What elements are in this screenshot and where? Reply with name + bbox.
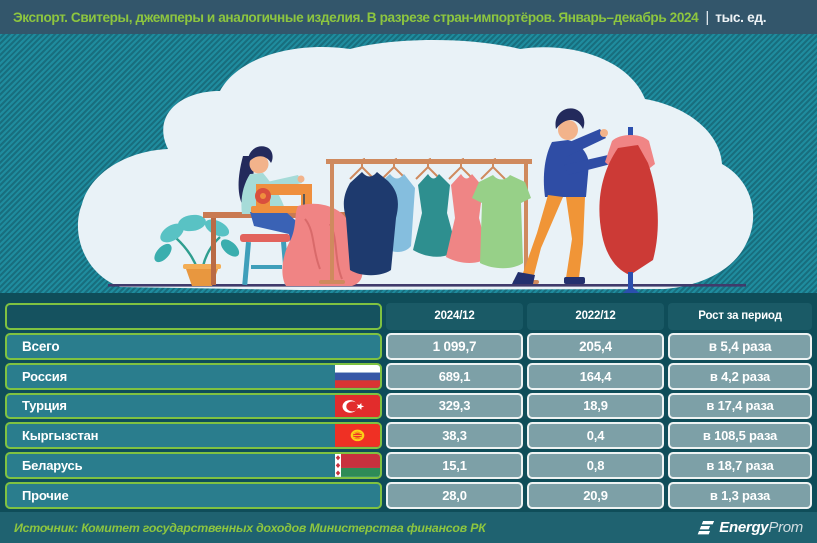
column-header-2024: 2024/12 (386, 303, 523, 330)
flag-turkey-icon (335, 394, 380, 418)
row-label-box: Турция (5, 392, 382, 420)
value-2024: 329,3 (386, 392, 523, 420)
value-2022: 0,8 (527, 452, 664, 480)
value-growth: в 4,2 раза (668, 362, 812, 390)
value-2022: 18,9 (527, 392, 664, 420)
column-header-2022: 2022/12 (527, 303, 664, 330)
row-label-box: Россия (5, 362, 382, 390)
value-growth: в 1,3 раза (668, 482, 812, 509)
value-2022: 205,4 (527, 332, 664, 360)
row-label-box: Всего (5, 332, 382, 360)
value-growth: в 18,7 раза (668, 452, 812, 480)
row-label: Беларусь (22, 458, 83, 474)
value-2022: 164,4 (527, 362, 664, 390)
floor-line (108, 284, 746, 287)
value-2022: 20,9 (527, 482, 664, 509)
data-table: 2024/12 2022/12 Рост за период Всего 1 0… (5, 303, 812, 509)
title-unit: тыс. ед. (715, 9, 767, 25)
illustration-stage (0, 34, 817, 293)
value-growth: в 108,5 раза (668, 422, 812, 450)
value-2024: 689,1 (386, 362, 523, 390)
row-label-box: Кыргызстан (5, 422, 382, 450)
flag-belarus-icon (335, 454, 380, 478)
energyprom-logo: EnergyProm (697, 519, 803, 536)
value-growth: в 5,4 раза (668, 332, 812, 360)
footer-bar: Источник: Комитет государственных доходо… (0, 512, 817, 543)
clothes-rack (319, 158, 539, 284)
teal-dress (413, 174, 457, 257)
green-shirt (472, 175, 531, 269)
value-2024: 38,3 (386, 422, 523, 450)
row-label: Прочие (22, 488, 69, 504)
row-label: Россия (22, 368, 67, 384)
energyprom-logo-icon (697, 520, 715, 534)
mannequin (599, 127, 658, 293)
title-bar: Экспорт. Свитеры, джемперы и аналогичные… (0, 0, 817, 34)
row-label: Кыргызстан (22, 428, 99, 444)
man-figure (512, 108, 616, 284)
page-title: Экспорт. Свитеры, джемперы и аналогичные… (13, 9, 699, 25)
source-note: Источник: Комитет государственных доходо… (14, 520, 486, 535)
cloud-shape (77, 40, 754, 290)
row-label-box: Прочие (5, 482, 382, 509)
navy-dress (343, 172, 398, 276)
flag-icon (335, 335, 380, 358)
value-growth: в 17,4 раза (668, 392, 812, 420)
value-2024: 15,1 (386, 452, 523, 480)
flag-icon (335, 484, 380, 507)
title-separator: | (705, 8, 710, 26)
value-2024: 1 099,7 (386, 332, 523, 360)
value-2022: 0,4 (527, 422, 664, 450)
flag-kyrgyzstan-icon (335, 424, 380, 448)
value-2024: 28,0 (386, 482, 523, 509)
column-header-growth: Рост за период (668, 303, 812, 330)
energyprom-logo-text: EnergyProm (719, 519, 803, 536)
table-panel: 2024/12 2022/12 Рост за период Всего 1 0… (0, 293, 817, 512)
table-corner-cell (5, 303, 382, 330)
sewing-illustration (77, 40, 754, 293)
row-label-box: Беларусь (5, 452, 382, 480)
row-label: Турция (22, 398, 67, 414)
flag-russia-icon (335, 364, 380, 388)
row-label: Всего (22, 338, 60, 354)
